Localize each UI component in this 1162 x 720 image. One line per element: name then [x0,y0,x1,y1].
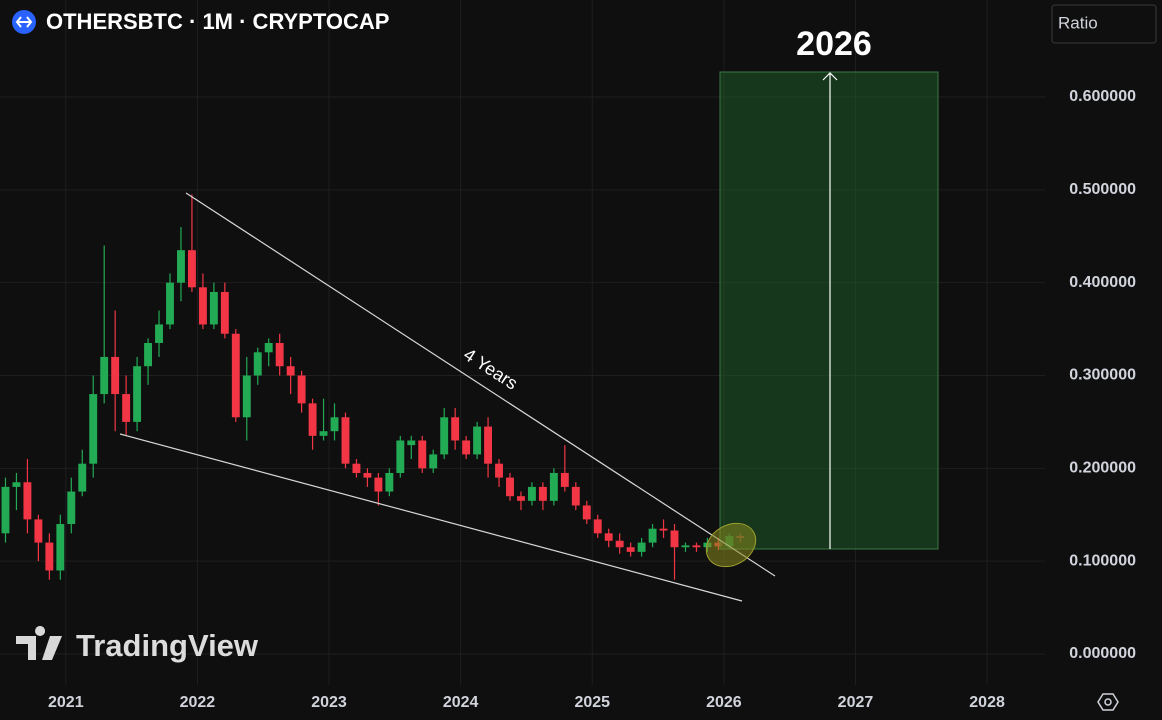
x-tick-label: 2025 [574,694,610,711]
candle-body [23,482,32,520]
candle-body [692,545,701,548]
candle-body [319,431,328,436]
candle-body [462,440,471,455]
candle-body [78,463,87,492]
candle-body [659,528,668,531]
candle-body [396,440,405,473]
settings-icon[interactable] [1097,693,1119,711]
candle-body [473,426,482,455]
candle-body [34,519,43,543]
candle-body [242,375,251,418]
x-tick-label: 2022 [180,694,216,711]
scale-button-label[interactable]: Ratio [1058,13,1098,32]
candle-body [604,533,613,541]
candle-body [275,343,284,367]
candle-body [560,472,569,487]
candle-body [626,547,635,552]
candle-body [45,542,54,571]
y-tick-label: 0.200000 [1069,460,1136,477]
watermark-logo [16,626,62,660]
candle-body [56,524,65,571]
candle-body [363,472,372,478]
candle-body [407,440,416,446]
candle-body [89,394,98,464]
candle-body [374,477,383,492]
y-tick-label: 0.400000 [1069,274,1136,291]
target-label: 2026 [796,25,872,63]
x-tick-label: 2021 [48,694,84,711]
candle-body [220,291,229,334]
candle-body [593,519,602,534]
y-tick-label: 0.000000 [1069,645,1136,662]
candle-body [209,291,218,325]
candle-body [495,463,503,478]
candle-body [177,250,185,283]
candle-body [286,366,295,376]
symbol-glyph [15,16,33,28]
candle-body [429,454,438,469]
candle-body [527,486,536,501]
candle-body [100,356,109,395]
x-tick-label: 2023 [311,694,347,711]
candle-body [451,417,460,441]
candle-body [253,352,262,376]
candle-body [122,394,131,422]
candle-body [670,530,679,548]
candle-body [308,403,317,436]
candle-body [67,491,76,525]
candle-body [615,540,624,548]
watermark: TradingView [76,628,259,663]
candle-body [187,250,196,288]
upper-trendline [185,192,776,577]
candle-body [341,417,350,464]
candle-body [681,545,690,548]
y-tick-label: 0.300000 [1069,367,1136,384]
candle-body [133,366,142,422]
candle-body [231,333,240,418]
candle-body [637,542,646,552]
candle-body [538,486,547,501]
lower-trendline [119,433,743,602]
x-tick-label: 2024 [443,694,479,711]
scale-button[interactable] [1051,4,1157,44]
candle-body [484,426,493,464]
x-tick-label: 2027 [838,694,874,711]
candle-body [549,472,558,501]
candle-body [440,417,449,455]
candle-body [1,486,10,534]
candle-body [352,463,361,473]
candle-body [571,486,580,506]
candles [1,194,745,580]
candle-body [648,528,657,543]
x-tick-label: 2028 [969,694,1005,711]
y-tick-label: 0.100000 [1069,552,1136,569]
arrow-head [822,72,838,81]
candle-body [297,375,306,404]
candle-body [506,477,514,497]
candle-body [264,343,273,353]
candle-body [330,417,339,432]
candle-body [166,282,174,325]
settings-icon-center[interactable] [1104,698,1112,706]
target-box [719,71,939,550]
candle-body [418,440,427,469]
candle-body [385,472,394,492]
breakout-highlight [705,522,757,568]
candle-body [155,324,163,344]
y-tick-label: 0.500000 [1069,181,1136,198]
y-tick-label: 0.600000 [1069,88,1136,105]
x-tick-label: 2026 [706,694,742,711]
candle-body [198,287,207,325]
candle-body [111,356,120,395]
candle-body [144,343,153,367]
candle-body [582,505,591,520]
candle-body [517,496,525,501]
candle-body [12,482,21,487]
chart-title: OTHERSBTC · 1M · CRYPTOCAP [46,9,389,34]
